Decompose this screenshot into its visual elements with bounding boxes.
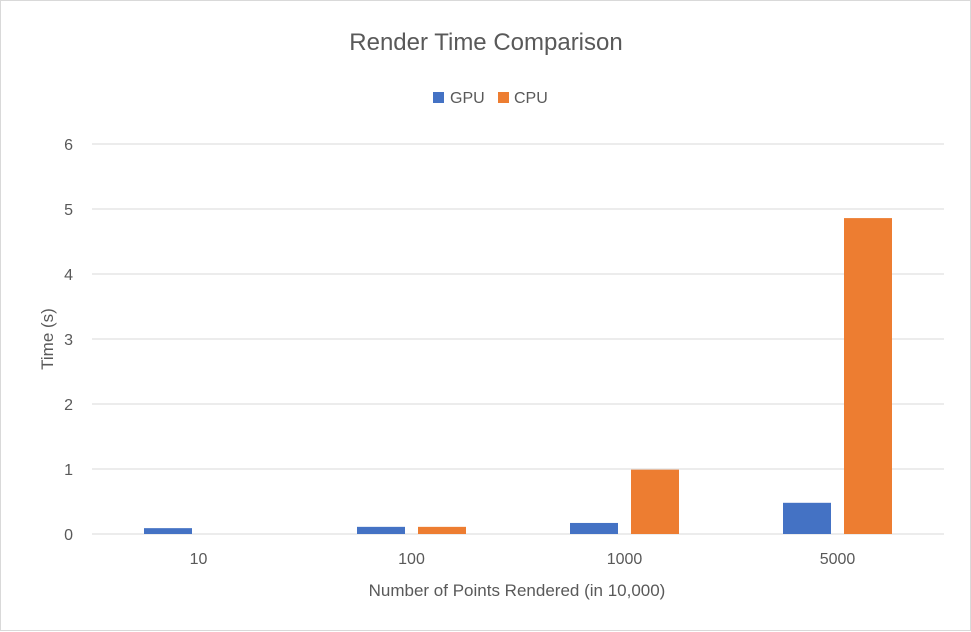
- x-tick-label: 1000: [607, 551, 643, 568]
- y-tick-label: 3: [64, 332, 73, 349]
- y-tick-label: 2: [64, 397, 73, 414]
- bar-cpu-5000: [844, 218, 892, 534]
- bar-gpu-1000: [570, 522, 618, 534]
- x-tick-label: 10: [190, 551, 208, 568]
- x-axis-title: Number of Points Rendered (in 10,000): [369, 581, 666, 600]
- legend-swatch-cpu: [498, 92, 509, 103]
- legend-label-cpu: CPU: [514, 90, 548, 107]
- legend: GPU CPU: [433, 90, 548, 107]
- chart-title: Render Time Comparison: [349, 29, 622, 56]
- bar-cpu-100: [418, 526, 466, 534]
- bars: [144, 218, 892, 534]
- legend-label-gpu: GPU: [450, 90, 485, 107]
- y-tick-label: 1: [64, 462, 73, 479]
- y-tick-label: 4: [64, 267, 73, 284]
- bar-cpu-1000: [631, 469, 679, 534]
- bar-gpu-10: [144, 528, 192, 534]
- y-tick-label: 6: [64, 137, 73, 154]
- legend-swatch-gpu: [433, 92, 444, 103]
- x-axis-ticks: 10 100 1000 5000: [190, 551, 856, 568]
- x-tick-label: 100: [398, 551, 425, 568]
- y-tick-label: 5: [64, 202, 73, 219]
- y-tick-label: 0: [64, 527, 73, 544]
- y-axis-title: Time (s): [38, 308, 57, 370]
- x-tick-label: 5000: [820, 551, 856, 568]
- y-axis-ticks: 0 1 2 3 4 5 6: [64, 137, 73, 544]
- bar-gpu-100: [357, 526, 405, 534]
- bar-gpu-5000: [783, 502, 831, 534]
- gridlines: [92, 143, 944, 535]
